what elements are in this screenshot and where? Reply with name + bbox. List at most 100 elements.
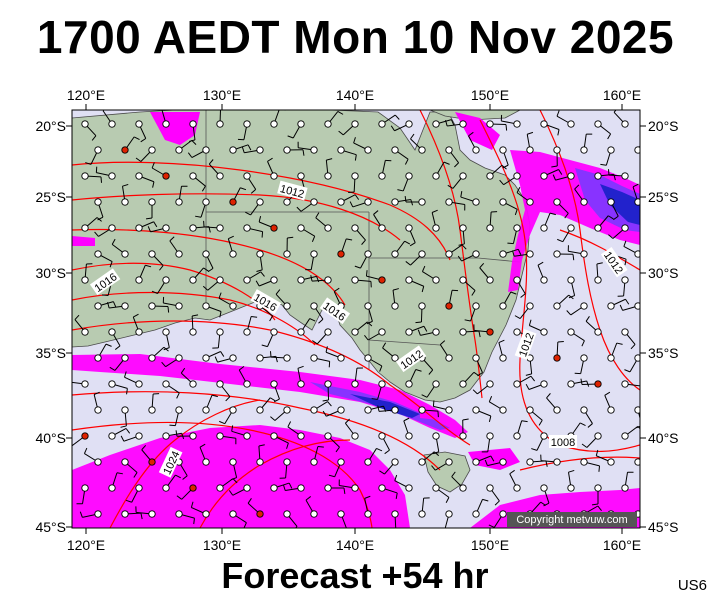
wind-barb-feather [394,114,400,120]
station-circle [540,224,548,232]
wind-barb-feather [107,302,110,309]
wind-barb-feather [649,470,651,475]
wind-barb-feather [326,158,333,161]
station-circle [418,250,426,258]
station-circle [81,172,89,180]
wind-barb-feather [458,243,465,246]
wind-barb-feather [625,298,630,305]
station-circle [607,146,615,154]
wind-barb-feather [514,209,518,216]
station-circle [607,302,615,310]
station-circle [621,432,629,440]
wind-barb-feather [294,526,298,528]
station-circle [526,198,534,206]
station-circle [486,224,494,232]
wind-barb-feather [169,424,176,427]
station-circle [148,302,156,310]
lat-label-left: 45°S [35,519,66,535]
wind-barb-feather [270,397,276,402]
station-circle [310,406,318,414]
station-circle [486,172,494,180]
wind-barb-feather [328,474,335,478]
wind-barb-feather [403,417,410,422]
wind-barb-feather [133,136,140,141]
station-circle [513,328,521,336]
wind-barb-feather [623,240,627,247]
wind-barb-feather [479,262,485,269]
wind-barb-feather [439,529,445,530]
station-circle [378,484,386,492]
station-circle [81,328,89,336]
lon-label-top: 130°E [203,87,241,103]
wind-barb-feather [604,391,611,396]
wind-barb-feather [460,191,463,198]
station-circle [148,354,156,362]
lon-label-top: 160°E [603,87,641,103]
station-circle [297,120,305,128]
station-circle [432,224,440,232]
wind-barb-feather [514,315,521,320]
station-circle [256,198,264,206]
station-circle [459,276,467,284]
station-circle [135,276,143,284]
station-circle [513,380,521,388]
station-circle [148,406,156,414]
station-circle [486,380,494,388]
station-circle [283,458,291,466]
wind-barb-feather [245,211,251,216]
station-circle [94,354,102,362]
wind-barb-feather [530,375,536,382]
wind-barb-feather [527,131,534,135]
wind-barb-feather [211,394,218,398]
wind-barb-feather [490,455,495,462]
station-circle [486,484,494,492]
station-circle [594,328,602,336]
axis-ticks [66,104,646,534]
station-circle [216,380,224,388]
wind-barb-feather [151,162,155,169]
lon-label-bottom: 160°E [603,537,641,553]
station-circle [108,432,116,440]
station-circle [391,198,399,206]
wind-barb-feather [97,216,104,221]
lon-label-bottom: 120°E [67,537,105,553]
wind-barb-feather [282,484,286,491]
station-circle [459,172,467,180]
wind-barb-feather [261,344,268,348]
wind-barb-feather [296,206,302,212]
station-circle [135,172,143,180]
wind-barb-feather [654,511,656,517]
station-circle [378,432,386,440]
wind-barb-feather [510,291,517,295]
station-circle [526,302,534,310]
lat-label-left: 30°S [35,265,66,281]
wind-barb-feather [445,120,448,127]
station-circle [364,146,372,154]
wind-barb-feather [417,329,421,336]
station-circle [472,406,480,414]
station-circle [499,510,507,518]
station-circle [324,120,332,128]
wind-barb-feather [322,410,327,417]
station-circle [189,432,197,440]
wind-barb-feather [494,500,500,506]
wind-barb-feather [140,513,143,520]
lat-label-right: 45°S [648,519,679,535]
station-circle [351,172,359,180]
station-circle [540,328,548,336]
station-circle [108,380,116,388]
station-circle [364,250,372,258]
station-circle [445,354,453,362]
station-circle [337,146,345,154]
wind-barb-feather [122,183,129,187]
wind-barb-feather [619,304,624,311]
station-circle [459,328,467,336]
wind-barb-feather [552,174,557,181]
station-circle [243,224,251,232]
wind-barb-feather [595,449,599,456]
wind-barb-feather [199,443,206,448]
station-circle [540,484,548,492]
station-circle [634,354,640,362]
station-circle [472,354,480,362]
station-circle [621,380,629,388]
